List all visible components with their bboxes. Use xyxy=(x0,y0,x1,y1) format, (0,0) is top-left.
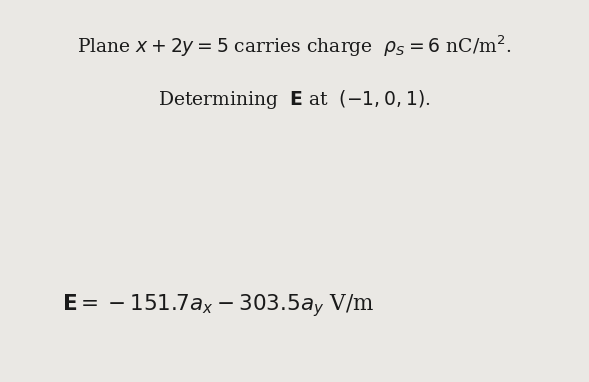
Text: Plane $x + 2y = 5$ carries charge  $\rho_S = 6$ nC/m$^2$.: Plane $x + 2y = 5$ carries charge $\rho_… xyxy=(77,33,512,58)
Text: Determining  $\mathbf{E}$ at  $(-1,0,1)$.: Determining $\mathbf{E}$ at $(-1,0,1)$. xyxy=(158,88,431,111)
Text: $\mathbf{E} = -151.7a_x - 303.5a_y$ V/m: $\mathbf{E} = -151.7a_x - 303.5a_y$ V/m xyxy=(62,292,374,319)
